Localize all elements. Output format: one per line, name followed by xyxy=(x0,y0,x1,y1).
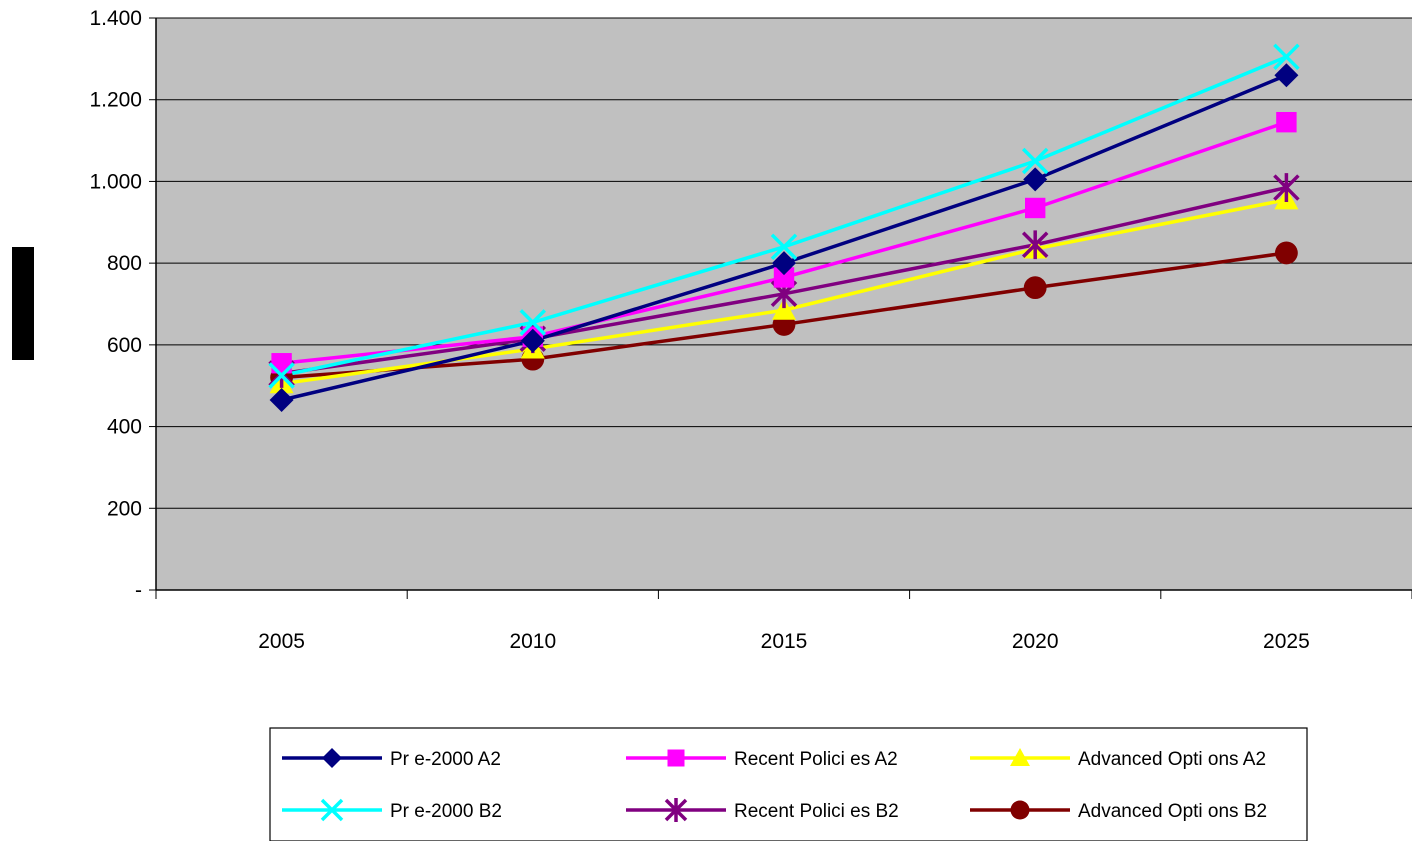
data-point-diamond xyxy=(1023,167,1048,192)
y-tick-label: 800 xyxy=(107,252,142,275)
data-point-asterisk xyxy=(664,798,688,822)
data-point-square xyxy=(773,267,795,288)
data-point-square xyxy=(1025,197,1046,219)
data-point-asterisk xyxy=(1273,173,1300,202)
x-tick-label: 2020 xyxy=(1012,630,1059,653)
y-tick-label: - xyxy=(135,579,142,602)
legend-item: Advanced Opti ons B2 xyxy=(970,800,1267,822)
series-markers xyxy=(268,43,1300,389)
legend: Pr e-2000 A2 Recent Polici es A2 Advanced … xyxy=(269,727,1308,841)
x-tick-label: 2025 xyxy=(1263,630,1310,653)
legend-label: Pr e-2000 B2 xyxy=(390,801,502,822)
data-point-x xyxy=(1273,43,1300,71)
data-point-triangle xyxy=(772,298,796,320)
data-point-triangle xyxy=(1010,748,1030,766)
y-tick-label: 200 xyxy=(107,497,142,520)
y-tick-label: 1.200 xyxy=(89,89,142,112)
legend-label: Advanced Opti ons A2 xyxy=(1078,749,1266,770)
legend-label: Recent Polici es A2 xyxy=(734,749,898,770)
x-tick-label: 2010 xyxy=(509,630,556,653)
y-tick-label: 600 xyxy=(107,334,142,357)
gridlines xyxy=(156,17,1412,509)
data-point-diamond xyxy=(269,388,294,413)
legend-box xyxy=(269,727,1308,841)
axes xyxy=(155,18,1412,591)
data-point-x xyxy=(1021,147,1049,175)
y-tick-label: 1.400 xyxy=(89,7,142,30)
data-point-diamond xyxy=(772,251,796,276)
legend-label: Pr e-2000 A2 xyxy=(390,749,501,770)
legend-item: Advanced Opti ons A2 xyxy=(970,748,1266,770)
series-markers xyxy=(269,63,1299,413)
data-point-diamond xyxy=(1274,63,1299,88)
data-point-diamond xyxy=(322,748,342,768)
data-point-x xyxy=(320,798,344,822)
data-point-circle xyxy=(1010,800,1030,820)
data-point-circle xyxy=(1275,241,1298,265)
y-axis-ticks: - 200 400 600 800 1.000 1.200 1.400 xyxy=(89,7,156,602)
data-point-asterisk xyxy=(1021,230,1049,260)
x-axis-ticks: 2005 2010 2015 2020 2025 xyxy=(155,590,1412,653)
legend-label: Advanced Opti ons B2 xyxy=(1078,801,1267,822)
data-point-square xyxy=(667,749,685,767)
series-layer xyxy=(268,43,1300,413)
x-tick-label: 2005 xyxy=(258,630,305,653)
data-point-diamond xyxy=(520,328,545,353)
x-tick-label: 2015 xyxy=(761,630,808,653)
data-point-circle xyxy=(1023,276,1047,300)
legend-item: Pr e-2000 B2 xyxy=(282,798,502,822)
y-axis-title-block xyxy=(12,247,34,360)
data-point-square xyxy=(1276,111,1297,133)
y-tick-label: 400 xyxy=(107,416,142,439)
legend-label: Recent Polici es B2 xyxy=(734,801,899,822)
legend-item: Pr e-2000 A2 xyxy=(282,748,501,770)
data-point-x xyxy=(268,362,295,389)
data-point-x xyxy=(770,233,798,261)
y-tick-label: 1.000 xyxy=(89,170,142,193)
legend-item: Recent Polici es A2 xyxy=(626,749,898,770)
legend-item: Recent Polici es B2 xyxy=(626,798,899,822)
data-point-x xyxy=(519,309,547,336)
